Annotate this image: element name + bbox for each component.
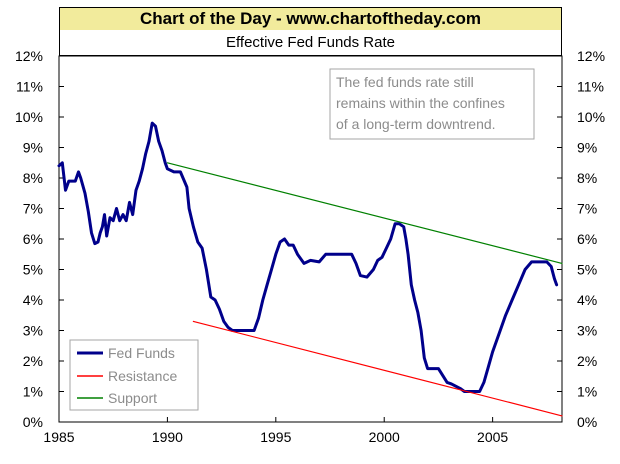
- resistance-line: [192, 320, 563, 417]
- annotation-box: The fed funds rate still remains within …: [329, 68, 535, 140]
- legend-label-resistance: Resistance: [108, 368, 177, 384]
- y-tick-label-right: 8%: [577, 170, 597, 186]
- x-tick-label: 1985: [43, 429, 74, 445]
- y-tick-label-right: 1%: [577, 384, 597, 400]
- y-tick-label-left: 10%: [15, 109, 43, 125]
- y-tick-label-left: 9%: [23, 140, 43, 156]
- y-tick-label-right: 9%: [577, 140, 597, 156]
- y-tick-label-right: 6%: [577, 231, 597, 247]
- y-tick-label-right: 11%: [577, 79, 604, 95]
- legend-label-fed-funds: Fed Funds: [108, 345, 175, 361]
- chart-title: Effective Fed Funds Rate: [59, 30, 562, 56]
- y-tick-label-left: 1%: [23, 384, 43, 400]
- y-tick-label-right: 7%: [577, 201, 597, 217]
- annotation-line-2: remains within the confines: [336, 95, 505, 111]
- y-tick-label-right: 10%: [577, 109, 605, 125]
- y-tick-label-left: 6%: [23, 231, 43, 247]
- y-tick-label-left: 0%: [23, 414, 43, 430]
- annotation-line-3: of a long-term downtrend.: [336, 116, 496, 132]
- x-tick-label: 2000: [369, 429, 400, 445]
- y-tick-label-left: 11%: [16, 79, 43, 95]
- y-tick-label-right: 12%: [577, 48, 605, 64]
- support-line: [166, 162, 563, 264]
- y-tick-label-left: 5%: [23, 262, 43, 278]
- x-tick-label: 1990: [152, 429, 183, 445]
- y-tick-label-right: 4%: [577, 292, 597, 308]
- y-tick-label-right: 3%: [577, 323, 597, 339]
- y-tick-label-left: 8%: [23, 170, 43, 186]
- y-tick-label-right: 5%: [577, 262, 597, 278]
- y-tick-label-left: 7%: [23, 201, 43, 217]
- y-tick-label-left: 12%: [15, 48, 43, 64]
- y-tick-label-left: 2%: [23, 353, 43, 369]
- x-tick-label: 2005: [477, 429, 508, 445]
- y-tick-label-left: 4%: [23, 292, 43, 308]
- y-tick-label-left: 3%: [23, 323, 43, 339]
- annotation-line-1: The fed funds rate still: [336, 74, 474, 90]
- y-tick-label-right: 2%: [577, 353, 597, 369]
- y-tick-label-right: 0%: [577, 414, 597, 430]
- fed-funds-line: [57, 121, 559, 393]
- legend-label-support: Support: [108, 390, 157, 406]
- chart-banner: Chart of the Day - www.chartoftheday.com: [59, 7, 562, 31]
- x-tick-label: 1995: [260, 429, 291, 445]
- legend: Fed Funds Resistance Support: [69, 339, 199, 411]
